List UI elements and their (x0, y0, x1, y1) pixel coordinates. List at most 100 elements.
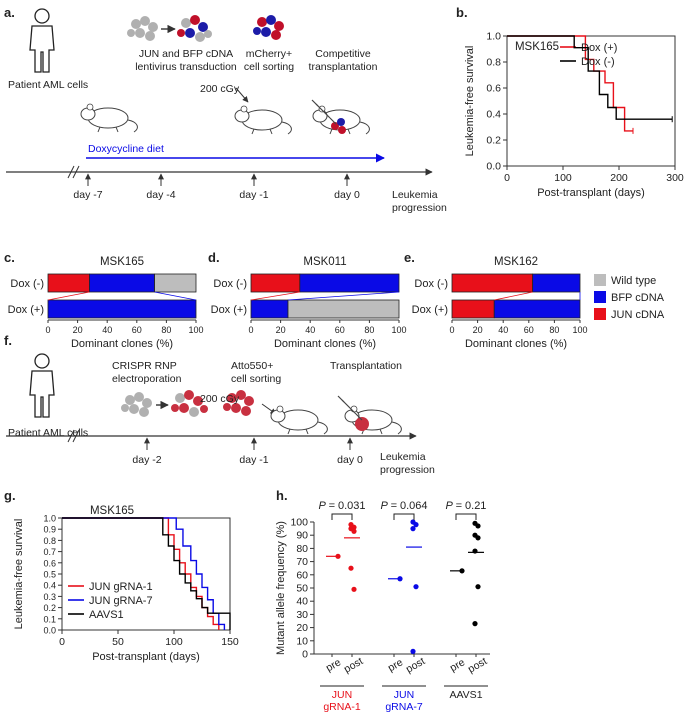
category-label: Dox (+) (8, 304, 44, 316)
x-tick-label: 200 (610, 172, 628, 184)
step2-line1: mCherry+ (246, 48, 292, 60)
chart-title: MSK165 (515, 41, 559, 53)
survival-curve-0 (62, 517, 220, 630)
x-tick-label: 60 (132, 325, 142, 335)
chart-title: MSK165 (90, 505, 134, 517)
x-tick-label: 40 (498, 325, 508, 335)
endpoint-line2: progression (380, 464, 435, 476)
panel-label-c: c. (4, 250, 15, 265)
transplant-cells (331, 118, 346, 134)
endpoint-line2: progression (392, 202, 447, 214)
bar-segment (493, 299, 581, 319)
y-tick-label: 0.5 (43, 570, 56, 580)
y-tick-label: 0.3 (43, 592, 56, 602)
group-label: gRNA-1 (323, 701, 361, 713)
x-tick-label: 100 (391, 325, 406, 335)
p-value: 0.031 (338, 500, 366, 512)
legend-label: Wild type (611, 275, 656, 287)
data-point-post (413, 522, 419, 528)
x-tick-label: post (342, 655, 365, 675)
y-tick-label: 80 (296, 543, 308, 555)
chart-g: 0 50 100 150 0.0 0.10.20.30.40.5 0.60.70.80.91… (13, 505, 239, 663)
group-label: JUN (394, 689, 414, 701)
y-axis-label: Leukemia-free survival (464, 46, 476, 157)
p-value: 0.064 (400, 500, 428, 512)
data-point-post (472, 621, 478, 627)
chart-title: MSK162 (494, 256, 538, 268)
cell-cluster-edited (171, 390, 208, 417)
y-tick-label: 0.6 (486, 83, 501, 95)
category-label: Dox (+) (211, 304, 247, 316)
transplant-cells (355, 417, 369, 431)
legend-label: BFP cDNA (611, 292, 665, 304)
x-tick-label: 0 (59, 636, 65, 648)
x-tick-label: 40 (305, 325, 315, 335)
cell-cluster-sorted (253, 15, 284, 40)
y-axis-label: Mutant allele frequency (%) (275, 521, 287, 655)
p-value-label: P = 0.064 (381, 500, 428, 512)
connector-line (47, 291, 90, 301)
step1-line2: lentivirus transduction (135, 61, 237, 73)
chart-c: MSK165 Dox (-) Dox (+)0 20 40 60 80 100 Dominant… (8, 256, 204, 350)
group-label: AAVS1 (449, 689, 482, 701)
x-axis-label: Dominant clones (%) (71, 338, 173, 350)
f-step1-line2: electroporation (112, 373, 182, 385)
x-tick-label: 20 (473, 325, 483, 335)
panel-label-h: h. (276, 488, 288, 503)
y-tick-label: 0.8 (486, 57, 501, 69)
legend-swatch (594, 291, 606, 303)
mouse-icon (80, 103, 138, 133)
y-tick-label: 60 (296, 569, 308, 581)
y-tick-label: 1.0 (486, 31, 501, 43)
y-tick-label: 0.6 (43, 558, 56, 568)
legend-label: Dox (+) (581, 42, 617, 54)
x-tick-label: 80 (364, 325, 374, 335)
panel-a: a. Patient AML cells JUN and BFP cDNA le… (4, 5, 447, 214)
bar-segment (89, 273, 155, 293)
cell-cluster-sorted (223, 390, 254, 416)
bar-segment (451, 299, 495, 319)
f-step1-line1: CRISPR RNP (112, 360, 177, 372)
x-tick-label: 60 (335, 325, 345, 335)
x-tick-label: pre (324, 656, 343, 674)
y-tick-label: 0.4 (486, 109, 501, 121)
chart-title: MSK165 (100, 256, 144, 268)
x-tick-label: 100 (165, 636, 183, 648)
y-tick-label: 0.1 (43, 614, 56, 624)
bar-segment (250, 273, 301, 293)
x-tick-label: 0 (45, 325, 50, 335)
legend-label: JUN gRNA-1 (89, 581, 153, 593)
y-tick-label: 0.8 (43, 536, 56, 546)
mouse-irradiated-icon (270, 405, 328, 435)
x-tick-label: 300 (666, 172, 684, 184)
day-label: day -4 (146, 189, 175, 201)
bar-segment (451, 273, 534, 293)
legend-clones: Wild type BFP cDNA JUN cDNA (594, 274, 665, 321)
p-value: 0.21 (465, 500, 486, 512)
x-tick-label: 50 (112, 636, 124, 648)
category-label: Dox (-) (10, 278, 44, 290)
group-label: JUN (332, 689, 352, 701)
data-point-pre (459, 568, 465, 574)
chart-d: MSK011 Dox (-) Dox (+)0 20 40 60 80 100 Dominant… (211, 256, 407, 350)
cell-cluster-gray (127, 16, 158, 41)
y-tick-label: 0.0 (486, 161, 501, 173)
connector-line (494, 291, 533, 301)
mouse-transplant-icon (344, 405, 402, 435)
x-axis-label: Post-transplant (days) (537, 187, 645, 199)
y-tick-label: 50 (296, 583, 308, 595)
data-point-post (475, 535, 481, 541)
x-axis-label: Post-transplant (days) (92, 651, 200, 663)
irradiation-arrow (235, 87, 249, 103)
connector-line (250, 291, 300, 301)
step3-line2: transplantation (309, 61, 378, 73)
survival-curve-1 (62, 517, 226, 630)
mouse-irradiated-icon (234, 105, 292, 135)
bar-segment (47, 299, 197, 319)
x-tick-label: pre (386, 656, 405, 674)
significance-bracket (331, 513, 353, 520)
dose-label: 200 cGy (200, 393, 240, 405)
bar-segment (532, 273, 581, 293)
data-point-post (348, 565, 354, 571)
